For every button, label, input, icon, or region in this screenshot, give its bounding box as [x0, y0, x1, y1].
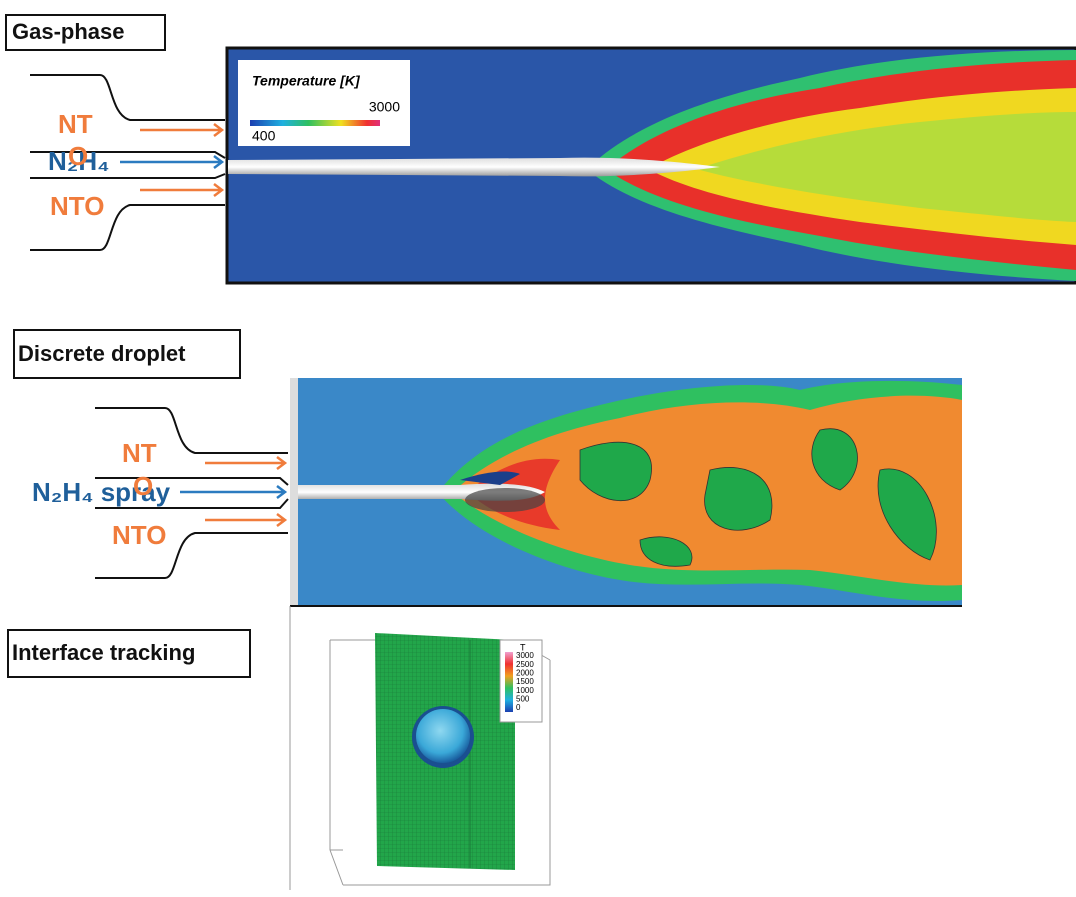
oxidizer-arrows	[140, 124, 222, 196]
panel-label: Discrete droplet	[18, 341, 186, 366]
inlet-label: NT	[122, 438, 157, 468]
gas-phase-panel: Temperature [K] 3000 400	[6, 15, 1076, 283]
inlet-label: NTO	[50, 191, 104, 221]
panel-label: Gas-phase	[12, 19, 125, 44]
colorbar-tick-label: 500	[516, 694, 530, 703]
inlet-label: NTO	[112, 520, 166, 550]
droplet	[416, 709, 470, 763]
colorbar-tick-label: 3000	[516, 651, 534, 660]
colorbar-tick-label: 2000	[516, 668, 534, 677]
colorbar-tick-label: 2500	[516, 660, 534, 669]
colorbar	[505, 652, 513, 712]
legend-max: 3000	[369, 99, 400, 115]
colorbar-tick-label: 0	[516, 703, 521, 712]
wall	[290, 378, 298, 605]
panel-label: Interface tracking	[12, 640, 195, 665]
fuel-arrow	[180, 486, 285, 498]
droplet-panel	[14, 330, 962, 606]
jet	[228, 158, 720, 177]
overlap-letter: O	[133, 471, 153, 501]
legend-min: 400	[252, 128, 276, 144]
fuel-arrow	[120, 156, 222, 168]
inlet-label: NT	[58, 109, 93, 139]
spray-droplets	[465, 488, 545, 512]
page: Temperature [K] 3000 400 Gas-phase NT N₂…	[0, 0, 1076, 897]
overlap-letter: O	[68, 141, 88, 171]
legend-bar	[250, 120, 380, 126]
legend-title: Temperature [K]	[252, 73, 361, 89]
figure: Temperature [K] 3000 400 Gas-phase NT N₂…	[0, 0, 1076, 897]
colorbar-tick-label: 1000	[516, 686, 534, 695]
colorbar-tick-label: 1500	[516, 677, 534, 686]
